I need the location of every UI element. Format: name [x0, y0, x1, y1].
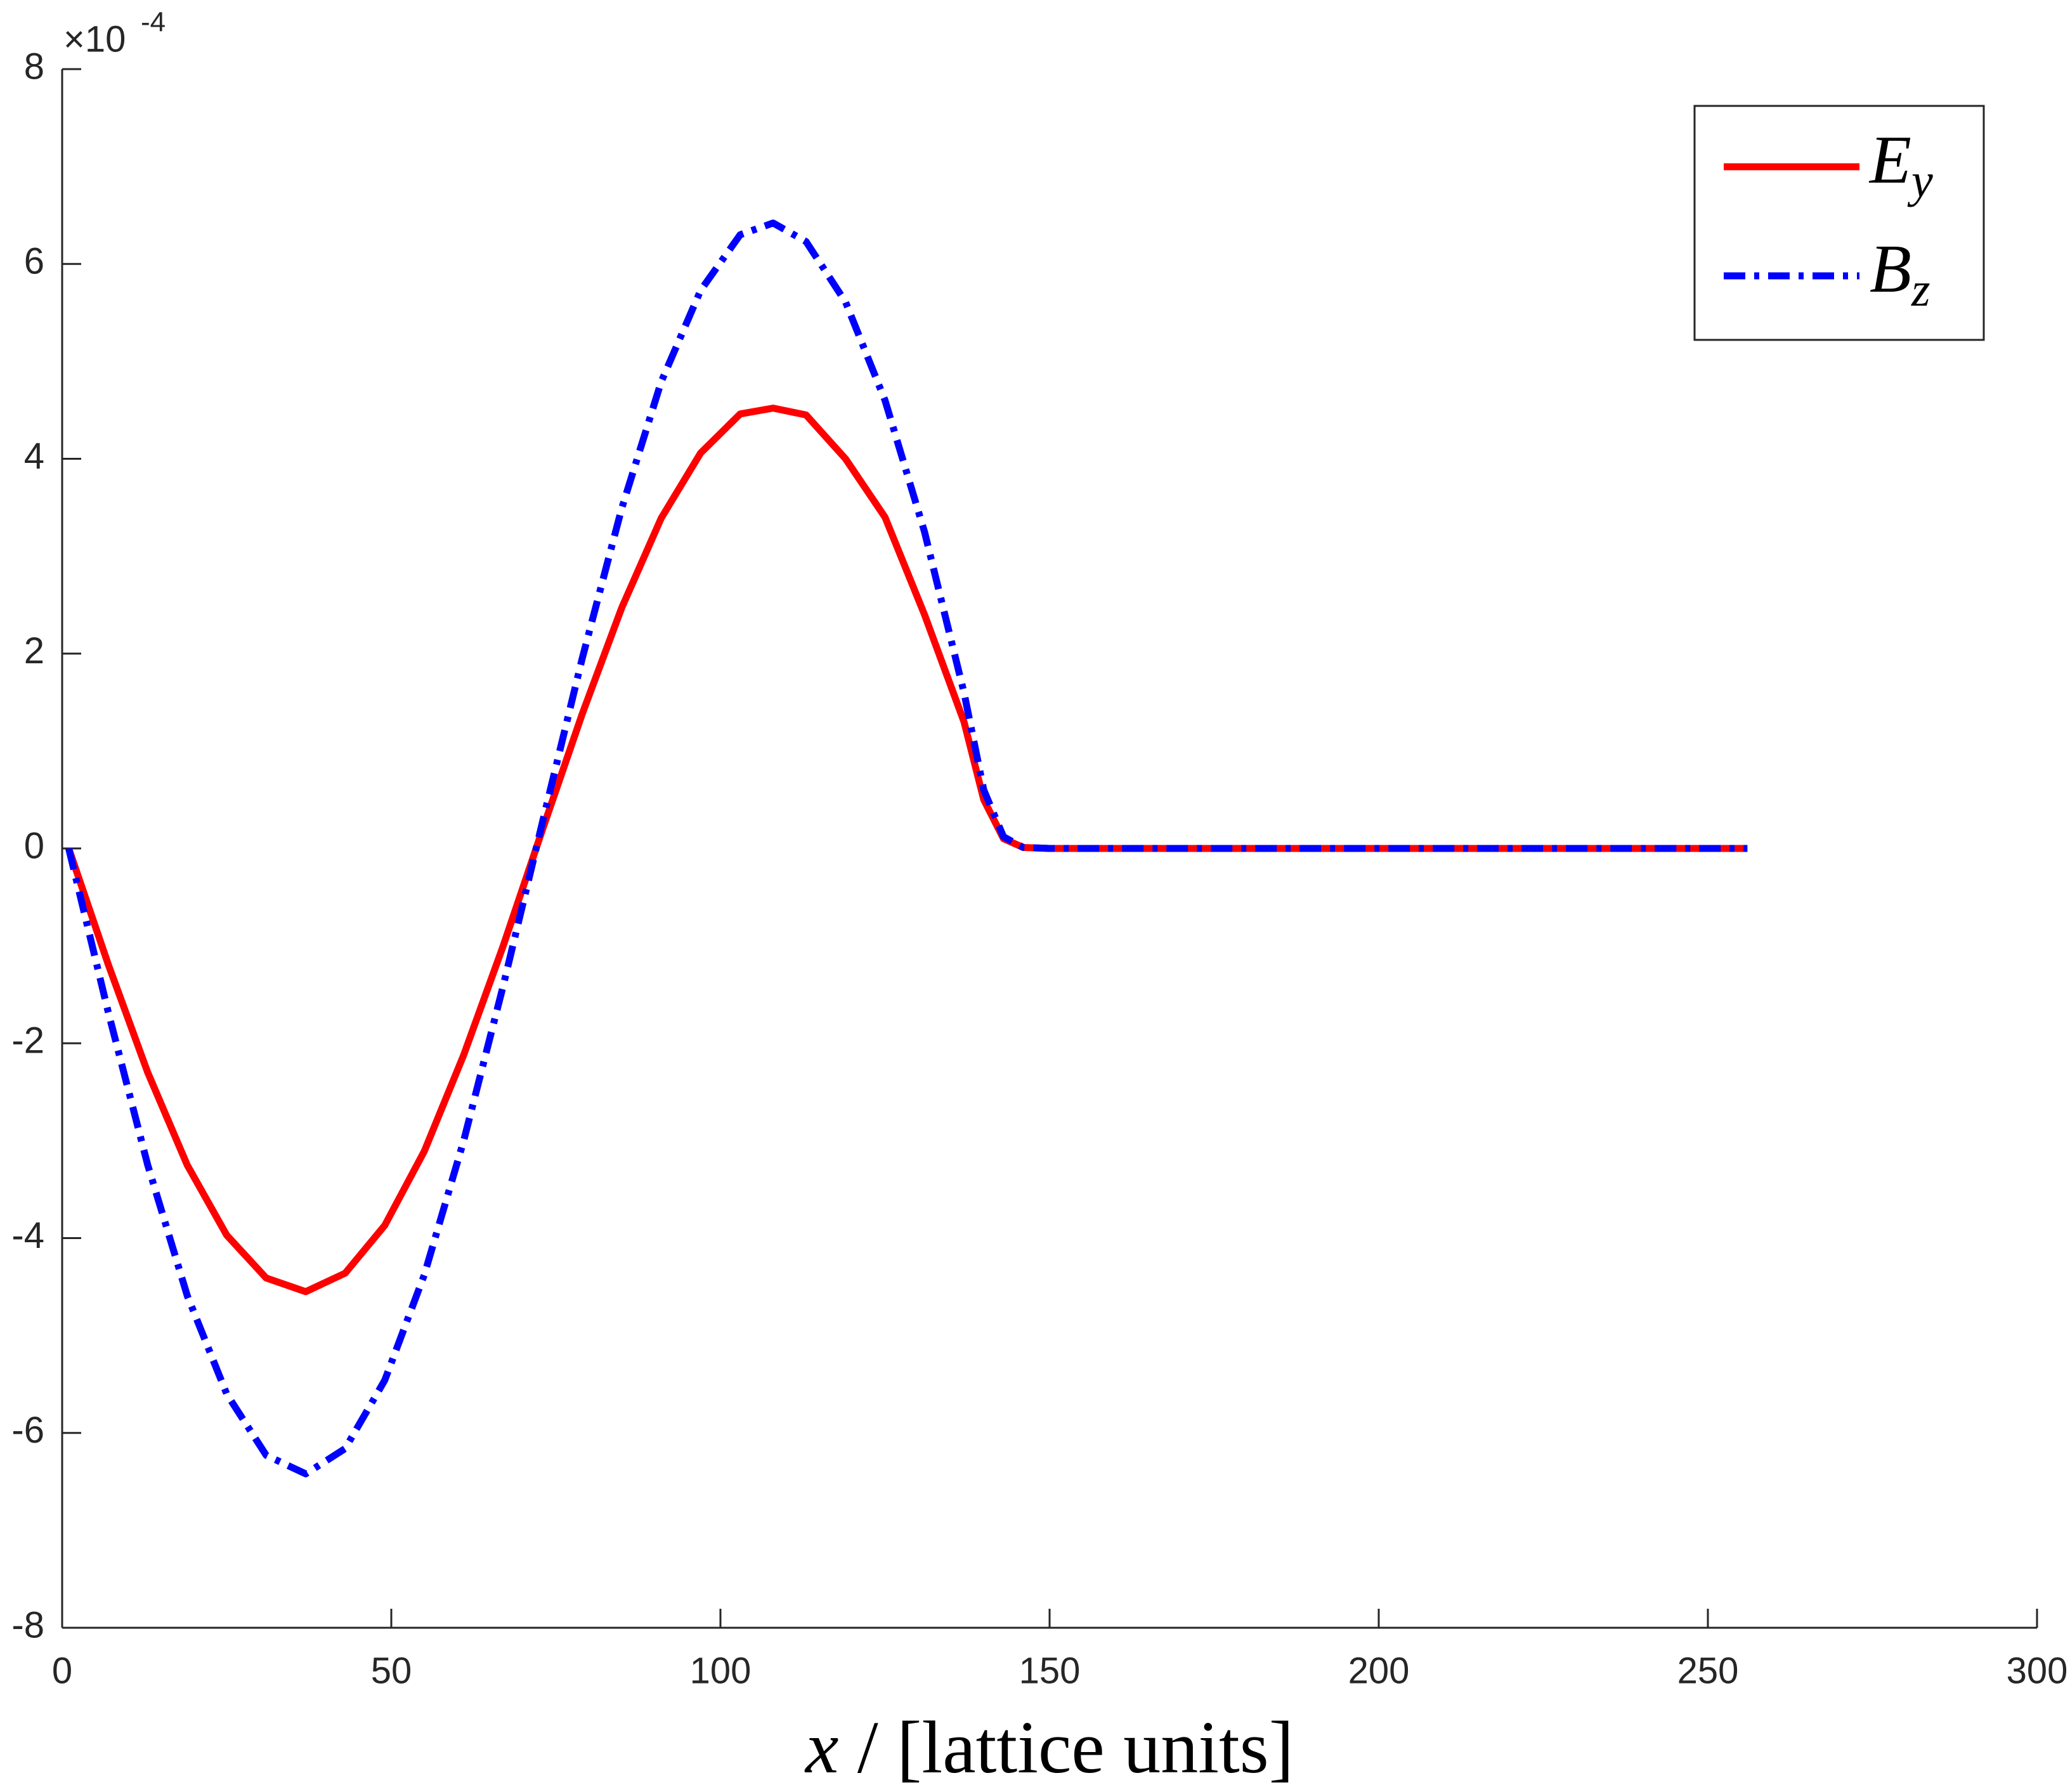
legend-label: Ey — [1868, 122, 1933, 208]
y-tick-label: 8 — [24, 46, 44, 87]
x-tick-label: 0 — [52, 1650, 72, 1691]
y-tick-label: -2 — [11, 1020, 44, 1062]
x-tick-label: 200 — [1348, 1650, 1410, 1691]
x-tick-label: 250 — [1677, 1650, 1739, 1691]
legend-box — [1693, 105, 1985, 341]
legend-label: Bz — [1870, 231, 1930, 317]
series-line — [65, 219, 1748, 1477]
x-axis-label: x / [lattice units] — [804, 1706, 1294, 1789]
legend: Ey Bz — [1693, 105, 1985, 341]
y-tick-label: -4 — [11, 1215, 44, 1256]
x-tick-label: 150 — [1019, 1650, 1081, 1691]
x-tick-label: 100 — [690, 1650, 752, 1691]
x-tick-label: 300 — [2007, 1650, 2068, 1691]
x-tick-label: 50 — [371, 1650, 412, 1691]
y-tick-label: 4 — [24, 436, 44, 477]
y-tick-label: 2 — [24, 630, 44, 672]
y-scale-exponent: -4 — [141, 7, 166, 38]
y-scale-base: ×10 — [63, 18, 126, 60]
y-tick-label: -8 — [11, 1604, 44, 1646]
y-tick-label: 0 — [24, 825, 44, 866]
y-tick-label: 6 — [24, 241, 44, 282]
y-tick-label: -6 — [11, 1410, 44, 1451]
